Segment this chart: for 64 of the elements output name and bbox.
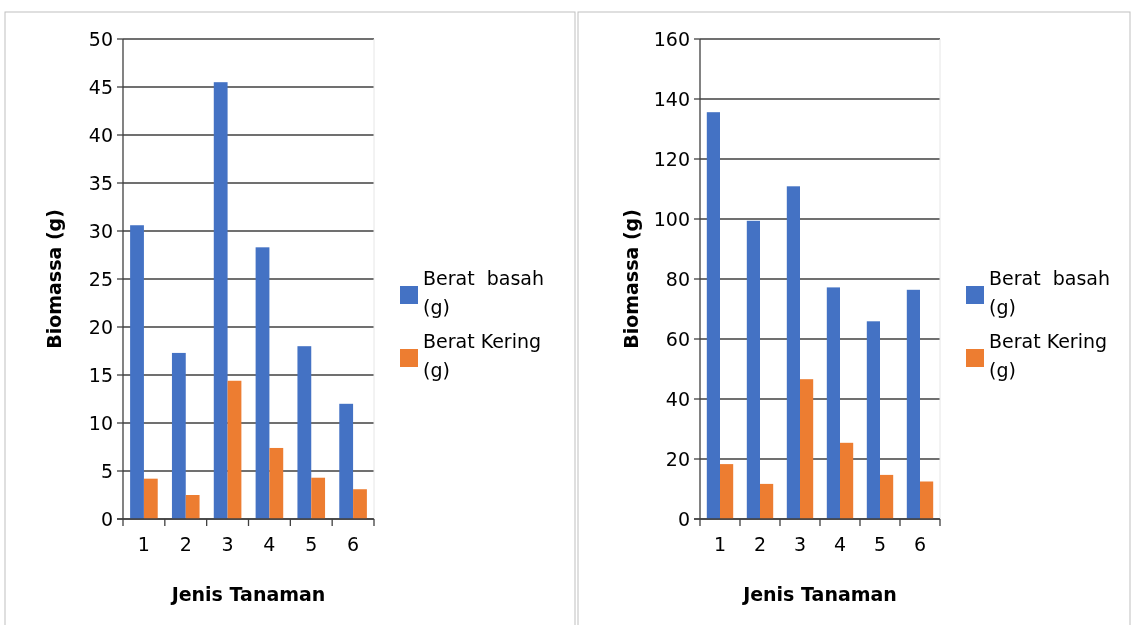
y-tick-label: 5 — [100, 459, 113, 482]
x-tick-label: 1 — [713, 533, 727, 555]
bar — [786, 186, 800, 519]
x-tick-label: 5 — [305, 533, 318, 555]
y-tick-label: 35 — [88, 171, 113, 194]
legend-label: Berat basah (g) — [989, 266, 1110, 319]
bar — [143, 478, 158, 519]
y-tick-label: 20 — [665, 447, 690, 470]
bar — [255, 247, 270, 519]
legend-label: Berat Kering (g) — [989, 329, 1108, 382]
bar — [760, 483, 774, 519]
bar — [866, 321, 880, 519]
bar — [746, 220, 760, 519]
x-tick-label: 3 — [793, 533, 807, 555]
x-tick-label: 2 — [753, 533, 767, 555]
y-tick-label: 40 — [665, 387, 690, 410]
x-axis-title: Jenis Tanaman — [741, 583, 897, 605]
bar — [906, 289, 920, 519]
x-tick-label: 6 — [913, 533, 927, 555]
y-tick-label: 50 — [88, 27, 113, 50]
x-tick-label: 2 — [179, 533, 192, 555]
y-tick-label: 30 — [88, 219, 113, 242]
y-tick-label: 160 — [653, 27, 690, 50]
y-tick-label: 40 — [88, 123, 113, 146]
bar — [920, 481, 934, 519]
bar — [171, 352, 186, 519]
bar — [227, 380, 242, 519]
x-tick-label: 4 — [263, 533, 276, 555]
legend-label: Berat Kering (g) — [423, 329, 542, 382]
y-tick-label: 60 — [665, 327, 690, 350]
x-tick-label: 5 — [873, 533, 887, 555]
bar — [800, 379, 814, 519]
x-tick-label: 1 — [137, 533, 150, 555]
x-axis-title: Jenis Tanaman — [169, 583, 326, 605]
bar — [353, 489, 367, 519]
bar — [130, 225, 144, 519]
y-tick-label: 0 — [100, 507, 113, 530]
bar — [840, 442, 854, 519]
y-tick-label: 20 — [88, 315, 113, 338]
x-tick-label: 6 — [347, 533, 360, 555]
y-tick-label: 25 — [88, 267, 113, 290]
y-tick-label: 45 — [88, 75, 113, 98]
y-tick-label: 10 — [88, 411, 113, 434]
bar — [339, 403, 354, 519]
bar — [269, 447, 284, 519]
y-axis-title: Biomassa (g) — [43, 209, 65, 349]
bar — [185, 495, 200, 519]
y-axis-title: Biomassa (g) — [620, 209, 642, 349]
y-tick-label: 140 — [653, 87, 690, 110]
y-tick-label: 80 — [665, 267, 690, 290]
x-tick-label: 3 — [221, 533, 234, 555]
bar — [706, 112, 720, 519]
bar — [213, 82, 228, 519]
y-tick-label: 120 — [653, 147, 690, 170]
y-tick-label: 0 — [677, 507, 690, 530]
y-tick-label: 100 — [653, 207, 690, 230]
legend-label: Berat basah (g) — [423, 266, 544, 319]
x-tick-label: 4 — [833, 533, 847, 555]
bar — [880, 474, 894, 519]
bar — [720, 464, 734, 519]
bar — [297, 346, 312, 519]
bar — [826, 287, 840, 519]
y-tick-label: 15 — [88, 363, 113, 386]
bar — [311, 477, 326, 519]
